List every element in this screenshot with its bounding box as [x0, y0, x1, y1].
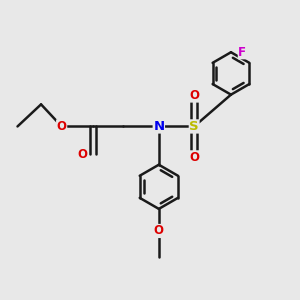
Text: O: O	[154, 224, 164, 238]
Text: S: S	[189, 120, 199, 133]
Text: F: F	[238, 46, 246, 59]
Text: N: N	[153, 120, 164, 133]
Text: O: O	[189, 151, 199, 164]
Text: O: O	[77, 148, 87, 161]
Text: O: O	[189, 89, 199, 102]
Text: O: O	[57, 120, 67, 133]
